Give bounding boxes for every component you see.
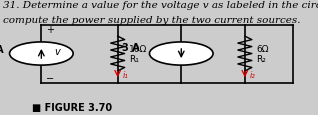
Text: v: v [54, 47, 60, 57]
Text: i₂: i₂ [250, 70, 255, 79]
Text: compute the power supplied by the two current sources.: compute the power supplied by the two cu… [3, 16, 301, 24]
Text: +: + [46, 25, 54, 35]
Text: −: − [46, 73, 54, 83]
Text: ■ FIGURE 3.70: ■ FIGURE 3.70 [32, 102, 112, 112]
Text: 31. Determine a value for the voltage v as labeled in the circuit of Fig. 3.70, : 31. Determine a value for the voltage v … [3, 1, 318, 10]
Text: R₁: R₁ [129, 54, 139, 63]
Text: 6Ω: 6Ω [256, 45, 268, 54]
Text: 10Ω: 10Ω [129, 45, 147, 54]
Circle shape [10, 43, 73, 66]
Circle shape [149, 43, 213, 66]
Text: i₁: i₁ [122, 70, 128, 79]
Text: -2 A: -2 A [0, 45, 3, 54]
Text: 3 A: 3 A [122, 42, 140, 52]
Text: R₂: R₂ [256, 54, 266, 63]
